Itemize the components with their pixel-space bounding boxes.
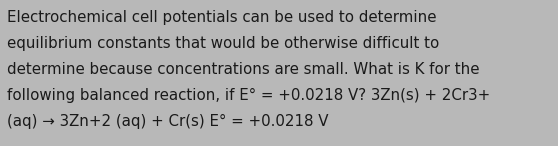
Text: (aq) → 3Zn+2 (aq) + Cr(s) E° = +0.0218 V: (aq) → 3Zn+2 (aq) + Cr(s) E° = +0.0218 V xyxy=(7,114,329,129)
Text: following balanced reaction, if E° = +0.0218 V? 3Zn(s) + 2Cr3+: following balanced reaction, if E° = +0.… xyxy=(7,88,490,103)
Text: Electrochemical cell potentials can be used to determine: Electrochemical cell potentials can be u… xyxy=(7,10,437,25)
Text: equilibrium constants that would be otherwise difficult to: equilibrium constants that would be othe… xyxy=(7,36,440,51)
Text: determine because concentrations are small. What is K for the: determine because concentrations are sma… xyxy=(7,62,480,77)
